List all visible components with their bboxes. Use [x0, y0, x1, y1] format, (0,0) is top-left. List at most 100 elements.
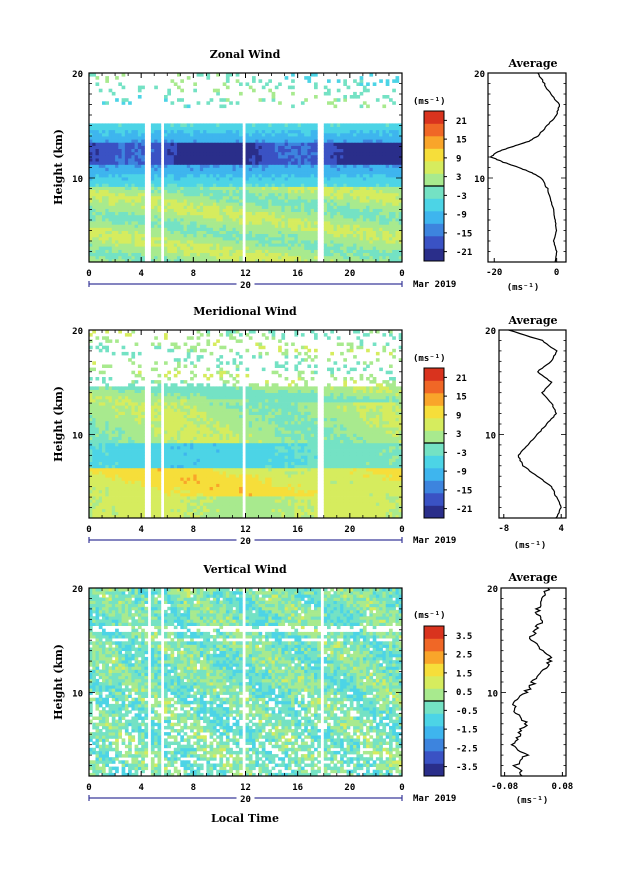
heatmap-cell	[392, 158, 396, 162]
heatmap-cell	[108, 502, 113, 506]
heatmap-cell	[95, 217, 100, 222]
heatmap-cell	[333, 145, 338, 149]
heatmap-cell	[203, 511, 207, 516]
heatmap-cell	[252, 227, 256, 231]
heatmap-cell	[134, 240, 139, 244]
heatmap-cell	[180, 240, 184, 244]
heatmap-cell	[209, 183, 214, 187]
heatmap-cell	[310, 227, 315, 231]
heatmap-cell	[150, 508, 155, 513]
heatmap-cell	[382, 192, 387, 197]
heatmap-cell	[124, 136, 129, 140]
heatmap-cell	[353, 511, 357, 516]
heatmap-cell	[336, 205, 341, 209]
heatmap-cell	[353, 217, 357, 222]
heatmap-cell	[239, 243, 243, 247]
heatmap-cell	[128, 246, 132, 250]
heatmap-cell	[137, 511, 142, 516]
heatmap-cell	[235, 505, 240, 509]
heatmap-cell	[239, 145, 243, 149]
heatmap-cell	[379, 154, 383, 159]
heatmap-cell	[327, 502, 331, 506]
heatmap-cell	[294, 180, 299, 184]
heatmap-cell	[128, 189, 132, 194]
heatmap-cell	[258, 164, 263, 168]
heatmap-cell	[300, 224, 305, 228]
heatmap-cell	[232, 211, 237, 216]
heatmap-cell	[346, 85, 351, 90]
heatmap-cell	[128, 154, 132, 159]
heatmap-cell	[206, 189, 211, 194]
heatmap-cell	[333, 104, 338, 109]
heatmap-cell	[183, 173, 188, 178]
heatmap-cell	[392, 217, 396, 222]
heatmap-cell	[278, 240, 282, 244]
heatmap-cell	[336, 139, 341, 143]
heatmap-cell	[154, 123, 158, 127]
heatmap-cell	[343, 176, 347, 181]
heatmap-cell	[395, 186, 400, 190]
heatmap-cell	[323, 514, 328, 518]
heatmap-cell	[261, 240, 266, 244]
heatmap-cell	[252, 511, 256, 516]
heatmap-cell	[212, 183, 217, 187]
heatmap-cell	[255, 126, 259, 131]
heatmap-cell	[369, 249, 374, 253]
heatmap-cell	[183, 151, 188, 156]
heatmap-cell	[330, 217, 334, 222]
heatmap-cell	[294, 227, 299, 231]
heatmap-cell	[134, 211, 139, 216]
heatmap-cell	[349, 173, 354, 178]
heatmap-cell	[389, 505, 393, 509]
heatmap-cell	[265, 514, 269, 518]
heatmap-cell	[157, 208, 162, 212]
heatmap-cell	[323, 217, 328, 222]
heatmap-cell	[366, 243, 370, 247]
heatmap-cell	[343, 167, 347, 172]
heatmap-cell	[258, 224, 263, 228]
heatmap-cell	[248, 227, 253, 231]
heatmap-cell	[193, 514, 197, 518]
heatmap-cell	[186, 496, 191, 500]
heatmap-cell	[209, 136, 214, 140]
heatmap-cell	[327, 176, 331, 181]
heatmap-cell	[222, 192, 227, 197]
heatmap-cell	[141, 224, 145, 228]
heatmap-cell	[180, 129, 184, 134]
heatmap-cell	[180, 243, 184, 247]
heatmap-cell	[92, 148, 96, 153]
heatmap-cell	[297, 123, 302, 127]
heatmap-cell	[314, 195, 318, 200]
heatmap-cell	[340, 139, 344, 143]
heatmap-cell	[336, 496, 341, 500]
heatmap-cell	[124, 499, 129, 503]
heatmap-cell	[229, 258, 233, 262]
heatmap-cell	[225, 258, 230, 262]
heatmap-cell	[164, 230, 168, 234]
heatmap-cell	[261, 142, 266, 146]
heatmap-cell	[349, 164, 354, 168]
heatmap-cell	[115, 205, 119, 209]
heatmap-cell	[307, 214, 312, 219]
heatmap-cell	[121, 192, 126, 197]
heatmap-cell	[248, 139, 253, 143]
heatmap-cell	[353, 240, 357, 244]
heatmap-cell	[141, 176, 145, 181]
heatmap-cell	[294, 139, 299, 143]
heatmap-cell	[359, 136, 364, 140]
heatmap-cell	[353, 142, 357, 146]
heatmap-cell	[239, 221, 243, 225]
heatmap-cell	[379, 186, 383, 190]
heatmap-cell	[392, 221, 396, 225]
heatmap-cell	[255, 255, 259, 260]
heatmap-cell	[340, 502, 344, 506]
heatmap-cell	[157, 211, 162, 216]
heatmap-cell	[157, 508, 162, 513]
heatmap-cell	[235, 161, 240, 165]
heatmap-cell	[287, 142, 292, 146]
heatmap-cell	[206, 202, 211, 206]
heatmap-cell	[196, 192, 201, 197]
heatmap-cell	[118, 170, 122, 175]
heatmap-cell	[304, 208, 308, 212]
heatmap-cell	[222, 240, 227, 244]
